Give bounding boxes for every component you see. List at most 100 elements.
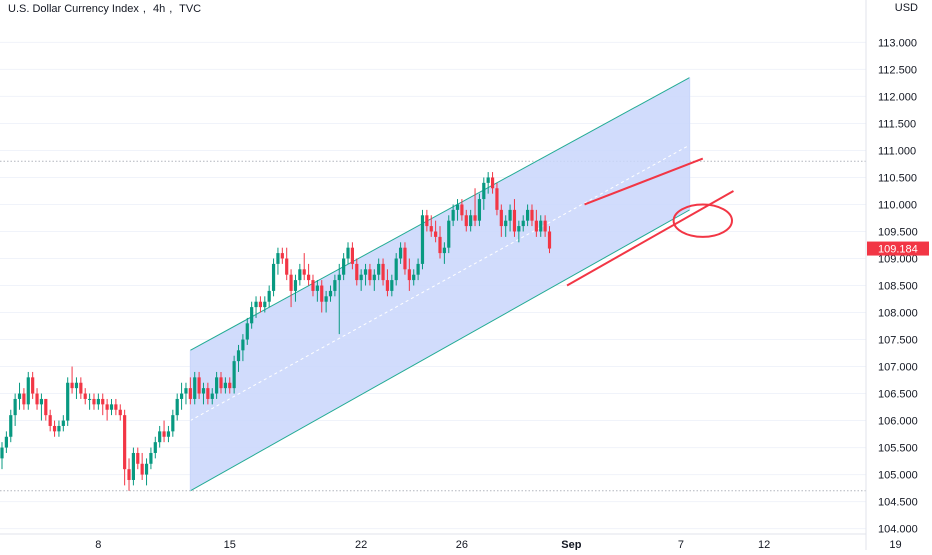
candle-body (521, 220, 525, 227)
candle-up (144, 458, 149, 486)
candle-body (368, 269, 372, 281)
candle-body (390, 280, 394, 291)
candle-up (267, 285, 271, 308)
time-tick-label: Sep (561, 539, 581, 550)
candle-down (280, 247, 284, 264)
candle-up (109, 398, 114, 416)
candle-body (412, 274, 416, 281)
candle-up (298, 263, 302, 286)
price-tick-label: 113.000 (878, 37, 917, 49)
candle-down (547, 226, 552, 254)
candle-up (324, 290, 328, 313)
candle-body (131, 452, 135, 480)
candle-up (359, 269, 363, 291)
candle-body (434, 231, 438, 237)
price-tick-label: 110.000 (878, 199, 917, 211)
candle-body (267, 290, 271, 302)
candle-body (96, 398, 100, 405)
candle-body (350, 247, 354, 264)
candle-up (390, 274, 394, 297)
candle-down (355, 258, 359, 286)
wedge-drawings (566, 157, 734, 287)
candle-body (179, 393, 184, 399)
candle-up (526, 204, 530, 227)
candle-body (263, 301, 267, 308)
candle-body (385, 280, 390, 291)
candle-body (320, 285, 324, 302)
candle-down (136, 447, 140, 470)
price-tick-label: 109.000 (878, 253, 918, 265)
price-tick-label: 104.500 (878, 497, 918, 509)
candle-down (464, 209, 468, 232)
price-tick-label: 105.000 (878, 470, 918, 482)
candle-body (206, 388, 210, 399)
candle-down (83, 388, 87, 405)
candle-up (521, 215, 525, 232)
candle-up (215, 371, 219, 399)
candle-up (17, 382, 22, 410)
price-tick-label: 107.500 (878, 335, 918, 347)
candle-up (539, 215, 543, 237)
candle-up (4, 431, 8, 453)
candle-body (83, 393, 87, 399)
candle-body (486, 177, 490, 183)
candle-down (495, 182, 499, 216)
candle-body (0, 447, 4, 459)
candle-up (412, 269, 416, 286)
candle-body (254, 301, 258, 308)
candle-body (394, 258, 398, 281)
candle-body (105, 404, 109, 410)
candle-down (499, 204, 503, 237)
candle-body (547, 231, 552, 249)
candle-down (35, 388, 39, 410)
candle-body (530, 209, 534, 221)
time-tick-label: 19 (889, 539, 901, 550)
candle-body (153, 442, 157, 453)
horizontal-levels (0, 160, 866, 492)
last-price-badge (867, 241, 929, 256)
candle-body (114, 404, 118, 410)
candle-down (258, 296, 263, 313)
candle-body (539, 220, 543, 232)
candle-down (429, 215, 433, 237)
symbol-title[interactable]: U.S. Dollar Currency Index, 4h, TVC (8, 3, 202, 15)
candle-body (232, 361, 236, 389)
candle-body (223, 382, 227, 389)
candle-down (543, 215, 547, 237)
candle-down (31, 371, 35, 399)
candle-up (210, 388, 214, 405)
candle-body (144, 463, 149, 475)
candle-up (223, 377, 227, 394)
candle-body (298, 269, 302, 281)
candle-up (241, 334, 245, 362)
candle-body (258, 301, 263, 308)
price-tick-label: 104.000 (878, 524, 918, 536)
candle-up (201, 382, 206, 405)
price-tick-label: 112.500 (878, 64, 917, 76)
candle-body (285, 258, 289, 275)
candle-body (4, 436, 8, 448)
channel-lower-line (190, 209, 690, 492)
candle-up (271, 258, 276, 297)
candle-up (416, 258, 420, 281)
candle-body (22, 393, 26, 405)
candle-body (280, 253, 284, 259)
candle-body (271, 263, 276, 291)
candle-body (337, 274, 341, 281)
candle-body (438, 236, 442, 254)
candle-body (469, 215, 473, 227)
candle-body (197, 377, 201, 394)
candle-up (477, 193, 482, 227)
candle-down (114, 398, 118, 416)
candle-body (363, 269, 368, 275)
candle-body (123, 415, 127, 470)
price-tick-label: 109.500 (878, 226, 918, 238)
candle-body (490, 177, 495, 189)
candle-down (438, 226, 442, 259)
candle-body (92, 398, 96, 405)
price-tick-label: 107.000 (878, 362, 918, 374)
candle-body (333, 280, 337, 291)
candle-up (333, 274, 337, 297)
